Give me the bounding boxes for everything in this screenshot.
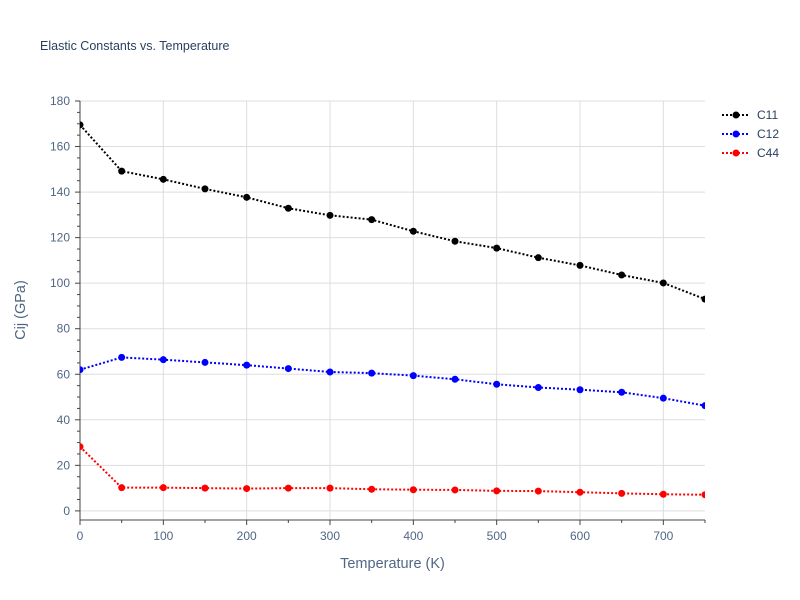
- series-c11: [77, 121, 709, 303]
- data-point-c44[interactable]: [284, 484, 292, 492]
- y-tick-label: 140: [50, 185, 70, 199]
- data-point-c11[interactable]: [118, 167, 126, 175]
- data-point-c12[interactable]: [368, 369, 376, 377]
- data-point-c11[interactable]: [159, 175, 167, 183]
- grid-lines: [80, 100, 705, 520]
- data-point-c12[interactable]: [659, 394, 667, 402]
- legend-label-c11: C11: [757, 108, 778, 122]
- data-point-c44[interactable]: [618, 489, 626, 497]
- data-point-c12[interactable]: [159, 356, 167, 364]
- x-axis-title: Temperature (K): [340, 556, 445, 572]
- data-point-c44[interactable]: [118, 484, 126, 492]
- data-point-c11[interactable]: [451, 237, 459, 245]
- data-point-c11[interactable]: [243, 193, 251, 201]
- data-point-c11[interactable]: [368, 216, 376, 224]
- data-point-c12[interactable]: [201, 358, 209, 366]
- series-c12: [77, 353, 709, 410]
- data-point-c44[interactable]: [243, 485, 251, 493]
- data-point-c44[interactable]: [326, 484, 334, 492]
- data-point-c11[interactable]: [284, 204, 292, 212]
- data-point-c11[interactable]: [659, 279, 667, 287]
- x-tick-label: 0: [77, 529, 84, 543]
- data-point-c11[interactable]: [201, 185, 209, 193]
- data-point-c12[interactable]: [284, 365, 292, 373]
- y-tick-label: 160: [50, 140, 70, 154]
- data-point-c12[interactable]: [118, 353, 126, 361]
- data-point-c11[interactable]: [701, 295, 709, 303]
- data-point-c12[interactable]: [451, 375, 459, 383]
- data-point-c44[interactable]: [368, 485, 376, 493]
- data-point-c12[interactable]: [701, 402, 709, 410]
- data-point-c11[interactable]: [493, 244, 501, 252]
- data-point-c44[interactable]: [159, 484, 167, 492]
- legend-item-c12[interactable]: C12: [722, 127, 779, 141]
- x-tick-label: 200: [237, 529, 257, 543]
- data-point-c11[interactable]: [576, 261, 584, 269]
- data-point-c12[interactable]: [618, 388, 626, 396]
- y-tick-label: 20: [57, 458, 71, 472]
- data-point-c12[interactable]: [77, 366, 84, 374]
- data-point-c44[interactable]: [77, 443, 84, 451]
- data-point-c44[interactable]: [701, 491, 709, 499]
- data-point-c11[interactable]: [409, 227, 417, 235]
- x-tick-label: 700: [653, 529, 673, 543]
- legend-swatch-marker-c11: [732, 111, 740, 119]
- y-tick-label: 40: [57, 413, 71, 427]
- data-point-c11[interactable]: [326, 211, 334, 219]
- y-tick-label: 180: [50, 94, 70, 108]
- series-layer: [77, 121, 709, 499]
- x-tick-label: 100: [153, 529, 173, 543]
- data-point-c44[interactable]: [451, 486, 459, 494]
- data-point-c11[interactable]: [77, 121, 84, 129]
- legend[interactable]: C11 C12 C44: [722, 108, 779, 160]
- data-point-c44[interactable]: [576, 488, 584, 496]
- data-point-c12[interactable]: [493, 380, 501, 388]
- x-tick-label: 600: [570, 529, 590, 543]
- series-c44: [77, 443, 709, 499]
- x-tick-label: 500: [487, 529, 507, 543]
- data-point-c44[interactable]: [493, 487, 501, 495]
- data-point-c12[interactable]: [243, 361, 251, 369]
- chart-title: Elastic Constants vs. Temperature: [40, 39, 229, 53]
- data-point-c44[interactable]: [659, 490, 667, 498]
- legend-label-c12: C12: [757, 127, 779, 141]
- series-line-c44: [80, 445, 705, 496]
- y-tick-label: 120: [50, 231, 70, 245]
- legend-item-c11[interactable]: C11: [722, 108, 778, 122]
- legend-label-c44: C44: [757, 146, 779, 160]
- y-axis-title: Cij (GPa): [13, 280, 29, 340]
- y-tick-label: 60: [57, 367, 71, 381]
- data-point-c11[interactable]: [618, 271, 626, 279]
- series-line-c11: [80, 124, 705, 301]
- x-tick-label: 300: [320, 529, 340, 543]
- data-point-c11[interactable]: [534, 254, 542, 262]
- data-point-c44[interactable]: [409, 486, 417, 494]
- data-point-c12[interactable]: [534, 383, 542, 391]
- legend-item-c44[interactable]: C44: [722, 146, 779, 160]
- data-point-c12[interactable]: [576, 386, 584, 394]
- data-point-c44[interactable]: [201, 484, 209, 492]
- legend-swatch-marker-c44: [732, 149, 740, 157]
- data-point-c12[interactable]: [326, 368, 334, 376]
- y-tick-label: 100: [50, 276, 70, 290]
- y-tick-label: 80: [57, 322, 71, 336]
- x-tick-label: 400: [403, 529, 423, 543]
- data-point-c12[interactable]: [409, 372, 417, 380]
- data-point-c44[interactable]: [534, 487, 542, 495]
- y-tick-label: 0: [63, 504, 70, 518]
- tick-labels: 0 100 200 300 400 500 600 700 0 20 40 60 80 100 120 140…: [50, 94, 674, 543]
- legend-swatch-marker-c12: [732, 130, 740, 138]
